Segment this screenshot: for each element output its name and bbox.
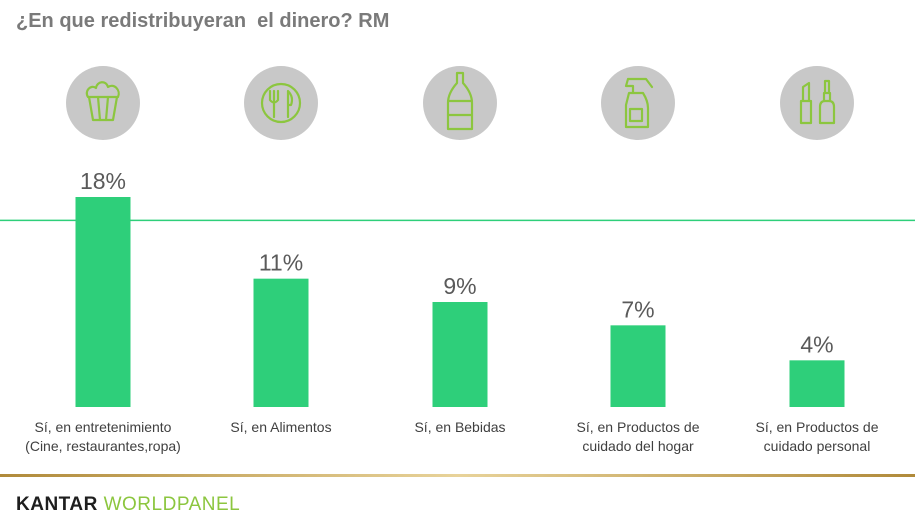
category-label-line: Sí, en Productos de bbox=[755, 419, 879, 435]
plate-cutlery-icon bbox=[244, 66, 318, 140]
cosmetics-icon bbox=[780, 66, 854, 140]
value-label: 11% bbox=[259, 250, 303, 276]
category-label-line: Sí, en Alimentos bbox=[230, 419, 332, 435]
category-label: Sí, en Productos de cuidado del hogar bbox=[553, 418, 723, 456]
bar bbox=[253, 278, 309, 407]
icon-background bbox=[244, 66, 318, 140]
category-label-line: Sí, en entretenimiento bbox=[34, 419, 172, 435]
popcorn-icon bbox=[66, 66, 140, 140]
icon-background bbox=[780, 66, 854, 140]
category-label-line: Sí, en Bebidas bbox=[414, 419, 506, 435]
category-label: Sí, en Alimentos bbox=[196, 418, 366, 437]
icon-background bbox=[601, 66, 675, 140]
icon-background bbox=[423, 66, 497, 140]
value-label: 18% bbox=[80, 168, 126, 194]
bottle-icon bbox=[423, 66, 497, 140]
value-label: 4% bbox=[800, 331, 833, 357]
page-title: ¿En que redistribuyeran el dinero? RM bbox=[16, 10, 390, 32]
value-label: 7% bbox=[621, 296, 654, 322]
category-label-line: (Cine, restaurantes,ropa) bbox=[25, 438, 181, 454]
category-label: Sí, en Bebidas bbox=[375, 418, 545, 437]
footer-divider bbox=[0, 474, 915, 477]
category-label-line: cuidado del hogar bbox=[582, 438, 694, 454]
bar bbox=[789, 360, 845, 407]
icon-background bbox=[66, 66, 140, 140]
bar bbox=[432, 302, 488, 407]
category-label-line: Sí, en Productos de bbox=[576, 419, 700, 435]
bar bbox=[610, 325, 666, 407]
category-label-line: cuidado personal bbox=[763, 438, 871, 454]
value-label: 9% bbox=[443, 273, 476, 299]
category-label: Sí, en Productos de cuidado personal bbox=[732, 418, 902, 456]
category-label: Sí, en entretenimiento (Cine, restaurante… bbox=[18, 418, 188, 456]
spray-bottle-icon bbox=[601, 66, 675, 140]
brand-logo: KANTAR WORLDPANEL bbox=[16, 494, 241, 515]
bar-chart: 18% 11% 9% 7% 4% bbox=[0, 66, 915, 407]
bar bbox=[75, 197, 131, 407]
